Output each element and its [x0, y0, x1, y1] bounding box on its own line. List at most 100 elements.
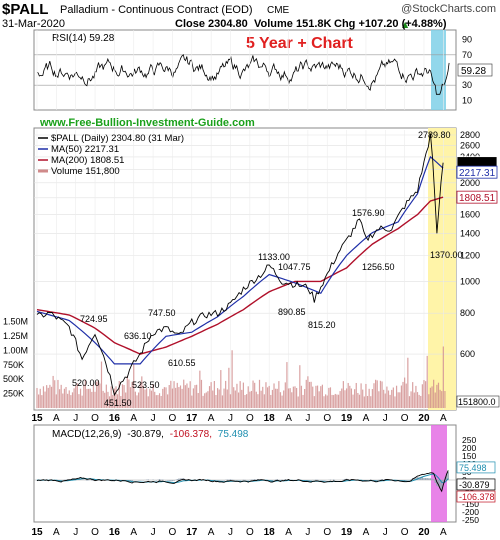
- volume-bar: [397, 392, 399, 408]
- volume-bar: [160, 395, 162, 408]
- macd-hist-bar: [445, 473, 448, 480]
- x-axis-label: A: [285, 527, 292, 538]
- volume-bar: [187, 387, 190, 408]
- macd-hist-bar: [332, 479, 335, 480]
- macd-hist-bar: [437, 480, 440, 487]
- price-annotation: 1256.50: [362, 262, 395, 272]
- volume-bar: [41, 395, 43, 408]
- volume-bar: [225, 380, 227, 408]
- volume-bar: [42, 386, 45, 408]
- volume-bar: [418, 394, 420, 408]
- volume-bar: [107, 391, 109, 408]
- volume-bar: [371, 389, 373, 408]
- x-axis-label: J: [305, 413, 310, 424]
- volume-tick-label: 1.00M: [3, 345, 28, 355]
- volume-bar: [431, 386, 433, 408]
- legend-entry: Volume 151,800: [51, 166, 120, 177]
- x-axis-label: O: [169, 413, 177, 424]
- macd-hist-bar: [221, 480, 224, 481]
- macd-hist-bar: [405, 480, 407, 481]
- volume-bar: [152, 384, 154, 408]
- volume-bar: [270, 394, 272, 408]
- macd-hist-bar: [171, 480, 174, 481]
- volume-bar: [316, 385, 319, 408]
- volume-bar: [410, 391, 412, 408]
- macd-line: [36, 470, 449, 493]
- macd-hist-value: 75.498: [218, 429, 249, 440]
- x-axis-label: J: [151, 527, 156, 538]
- volume-bar: [278, 381, 280, 408]
- volume-bar: [89, 388, 91, 408]
- x-axis-label: 20: [418, 413, 430, 424]
- volume-bar: [320, 386, 322, 408]
- volume-bar: [399, 392, 401, 408]
- macd-hist-bar: [434, 480, 436, 483]
- volume-bar: [117, 394, 119, 408]
- volume-bar: [402, 381, 404, 408]
- volume-bar: [436, 384, 438, 408]
- x-axis-label: J: [73, 413, 78, 424]
- rsi-tick-label: 90: [462, 35, 472, 45]
- volume-bar: [384, 393, 386, 408]
- macd-badge: 75.498: [459, 463, 487, 473]
- macd-tick-label: -150: [462, 499, 479, 509]
- macd-hist-bar: [247, 480, 249, 481]
- volume-bar: [345, 388, 348, 408]
- price-annotation: 1576.90: [352, 208, 385, 218]
- macd-hist-bar: [439, 480, 441, 489]
- macd-hist-bar: [239, 480, 241, 481]
- macd-hist-bar: [415, 477, 417, 480]
- macd-hist-bar: [170, 480, 172, 481]
- volume-bar: [58, 389, 61, 408]
- macd-hist-bar: [176, 479, 178, 480]
- rsi-panel: RSI(14) 59.28 5 Year + Chart 9070503010 …: [33, 29, 493, 111]
- volume-bar: [150, 390, 153, 408]
- volume-bar: [170, 380, 172, 408]
- volume-bar: [189, 381, 191, 408]
- volume-bar: [168, 385, 170, 408]
- legend-entry: MA(200) 1808.51: [51, 155, 124, 166]
- volume-bar: [347, 382, 349, 408]
- macd-hist-bar: [155, 480, 158, 481]
- volume-bar: [375, 379, 377, 408]
- macd-hist-bar: [276, 479, 278, 480]
- macd-hist-bar: [229, 479, 232, 480]
- volume-bar: [339, 391, 341, 408]
- volume-bar: [376, 380, 378, 408]
- volume-bar: [255, 391, 257, 408]
- x-axis-label: 19: [341, 527, 353, 538]
- volume-badge: 151800.0: [458, 397, 496, 407]
- volume-bar: [312, 386, 314, 408]
- macd-hist-bar: [92, 480, 95, 481]
- volume-bar: [260, 390, 262, 408]
- volume-bar: [71, 392, 74, 408]
- price-tick-label: 600: [460, 349, 475, 359]
- volume-bar: [424, 381, 427, 408]
- rsi-current-badge: 59.28: [461, 66, 486, 77]
- x-axis-label: 16: [109, 527, 121, 538]
- volume-bar: [73, 388, 75, 408]
- price-annotation: 520.00: [72, 378, 100, 388]
- five-year-title: 5 Year + Chart: [246, 35, 354, 52]
- volume-bar: [442, 346, 444, 408]
- volume-bar: [139, 382, 141, 408]
- x-axis-label: J: [383, 413, 388, 424]
- volume-bar: [379, 380, 382, 408]
- volume-bar: [36, 387, 38, 408]
- volume-bar: [171, 388, 174, 408]
- volume-bar: [289, 388, 291, 408]
- volume-bar: [158, 393, 161, 408]
- volume-bar: [194, 385, 196, 408]
- x-axis-label: A: [208, 527, 215, 538]
- volume-bar: [428, 394, 430, 408]
- volume-bar: [141, 376, 143, 408]
- volume-bar: [237, 392, 240, 408]
- x-axis-label: J: [151, 413, 156, 424]
- x-axis-label: J: [228, 527, 233, 538]
- volume-bar: [128, 379, 130, 408]
- price-annotation: 1133.00: [258, 252, 290, 262]
- volume-bar: [179, 385, 182, 408]
- price-annotation: 610.55: [168, 358, 196, 368]
- volume-bar: [249, 391, 251, 408]
